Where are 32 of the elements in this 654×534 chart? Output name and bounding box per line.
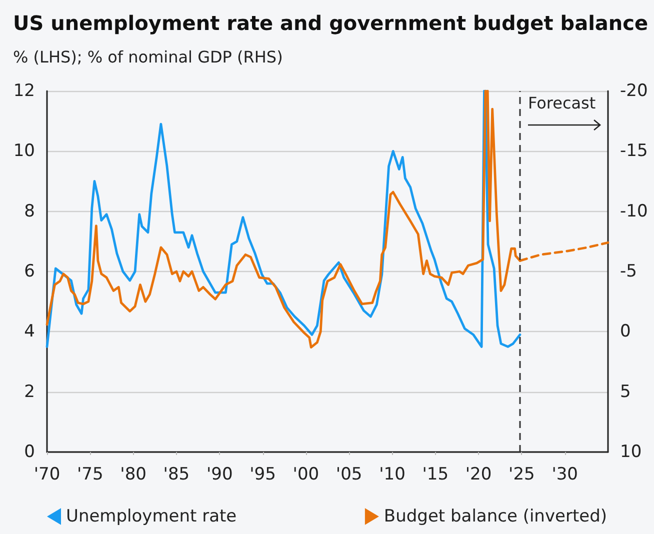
y-tick-label: 10 [13,141,35,162]
y2-tick-label: 5 [620,382,631,402]
y-tick-label: 0 [24,442,35,462]
y-tick-label: 4 [24,322,35,342]
y-tick-label: 2 [24,382,35,402]
legend-label: Unemployment rate [66,506,237,526]
x-tick-label: '80 [120,464,146,484]
y2-tick-label: 10 [620,442,642,462]
ref-line-label: Forecast [528,94,596,112]
x-tick-label: '75 [77,464,104,484]
x-tick-label: '00 [292,464,320,484]
y-tick-label: 6 [24,262,35,282]
y-tick-label: 8 [24,201,35,222]
y2-tick-label: 0 [620,322,631,342]
y-tick-label: 12 [13,81,35,101]
x-tick-label: '30 [552,464,578,484]
x-tick-label: '05 [336,464,362,484]
y2-tick-label: -10 [620,201,648,222]
x-tick-label: '95 [250,464,276,484]
chart-title: US unemployment rate and government budget balance [13,11,648,35]
x-tick-label: '90 [206,464,233,484]
y2-tick-label: -15 [620,141,648,162]
x-tick-label: '85 [163,464,190,484]
x-tick-label: '70 [34,464,60,484]
y2-tick-label: -20 [620,81,648,101]
chart-subtitle: % (LHS); % of nominal GDP (RHS) [13,48,283,66]
legend-label: Budget balance (inverted) [384,506,608,526]
x-tick-label: '25 [508,464,535,484]
x-tick-label: '20 [465,464,492,484]
y2-tick-label: -5 [620,262,637,282]
x-tick-label: '15 [422,464,449,484]
x-tick-label: '10 [379,464,406,484]
